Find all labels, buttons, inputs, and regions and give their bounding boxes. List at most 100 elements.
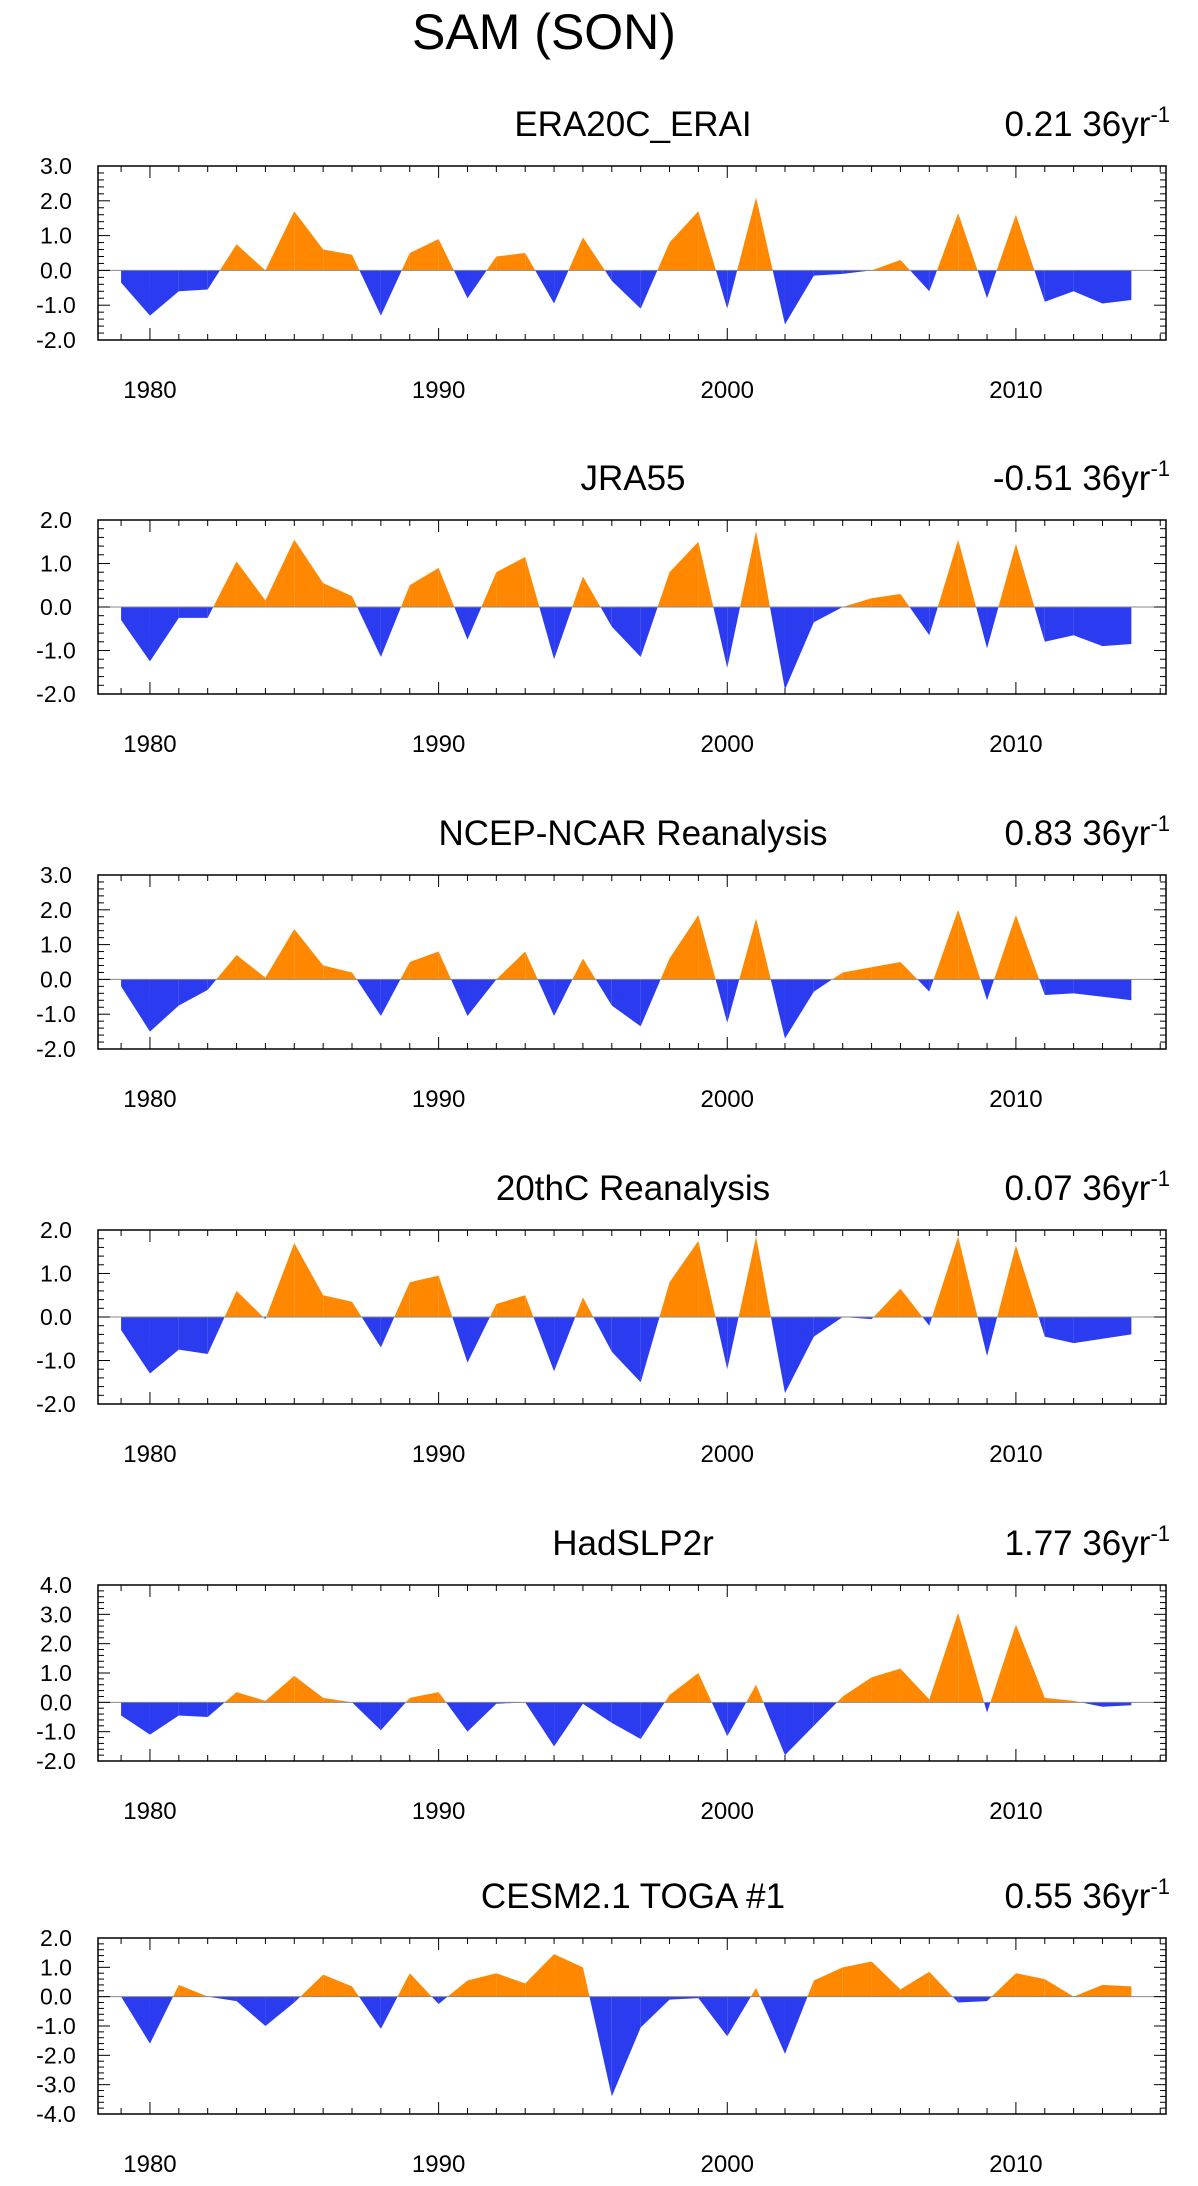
positive-anomaly-area bbox=[582, 237, 605, 271]
negative-anomaly-area bbox=[711, 1702, 728, 1737]
negative-anomaly-area bbox=[784, 607, 814, 690]
x-tick-label: 2000 bbox=[701, 731, 754, 758]
positive-anomaly-area bbox=[496, 556, 526, 607]
negative-anomaly-area bbox=[987, 1317, 998, 1357]
positive-anomaly-area bbox=[842, 598, 872, 607]
negative-anomaly-area bbox=[611, 979, 641, 1027]
positive-anomaly-area bbox=[698, 541, 714, 607]
trend-label: -0.51 36yr-1 bbox=[993, 456, 1170, 498]
negative-anomaly-area bbox=[784, 1317, 814, 1394]
y-tick-label: 1.0 bbox=[40, 551, 72, 577]
negative-anomaly-area bbox=[554, 1317, 576, 1372]
positive-anomaly-area bbox=[582, 958, 596, 980]
positive-anomaly-area bbox=[397, 1973, 410, 1997]
positive-anomaly-area bbox=[216, 955, 237, 980]
negative-anomaly-area bbox=[535, 270, 555, 304]
positive-anomaly-area bbox=[991, 1973, 1016, 1997]
positive-anomaly-area bbox=[657, 242, 670, 271]
y-tick-label: 2.0 bbox=[40, 188, 72, 214]
y-tick-label: -2.0 bbox=[36, 1036, 76, 1062]
trend-label: 0.83 36yr-1 bbox=[1005, 811, 1171, 853]
positive-anomaly-area bbox=[807, 1980, 814, 1997]
positive-anomaly-area bbox=[401, 253, 410, 271]
positive-anomaly-area bbox=[224, 1290, 237, 1317]
negative-anomaly-area bbox=[1102, 1702, 1132, 1707]
positive-anomaly-area bbox=[832, 972, 843, 980]
negative-anomaly-area bbox=[727, 1996, 751, 2037]
positive-anomaly-area bbox=[669, 1240, 699, 1317]
positive-anomaly-area bbox=[990, 1624, 1016, 1703]
negative-anomaly-area bbox=[452, 1317, 468, 1363]
negative-anomaly-area bbox=[438, 1996, 448, 2004]
positive-anomaly-area bbox=[871, 259, 901, 271]
negative-anomaly-area bbox=[980, 979, 988, 1001]
y-tick-label: 1.0 bbox=[40, 1660, 72, 1686]
negative-anomaly-area bbox=[871, 1317, 874, 1320]
positive-anomaly-area bbox=[525, 1954, 555, 1997]
positive-anomaly-area bbox=[323, 583, 353, 607]
negative-anomaly-area bbox=[178, 270, 208, 292]
positive-anomaly-area bbox=[660, 958, 670, 980]
negative-anomaly-area bbox=[984, 1702, 988, 1713]
positive-anomaly-area bbox=[352, 1986, 359, 1997]
positive-anomaly-area bbox=[1015, 1624, 1045, 1703]
negative-anomaly-area bbox=[1102, 270, 1132, 304]
negative-anomaly-area bbox=[207, 1702, 225, 1717]
negative-anomaly-area bbox=[178, 979, 208, 1006]
positive-anomaly-area bbox=[236, 1692, 266, 1703]
positive-anomaly-area bbox=[352, 254, 360, 271]
x-tick-label: 1990 bbox=[412, 731, 465, 758]
positive-anomaly-area bbox=[294, 211, 324, 271]
positive-anomaly-area bbox=[236, 1290, 264, 1317]
negative-anomaly-area bbox=[380, 979, 401, 1016]
negative-anomaly-area bbox=[453, 270, 468, 299]
negative-anomaly-area bbox=[600, 607, 612, 627]
negative-anomaly-area bbox=[772, 270, 785, 325]
negative-anomaly-area bbox=[952, 1996, 959, 2003]
negative-anomaly-area bbox=[987, 1702, 991, 1713]
negative-anomaly-area bbox=[769, 607, 785, 690]
negative-anomaly-area bbox=[1034, 607, 1045, 642]
positive-anomaly-area bbox=[265, 928, 295, 980]
positive-anomaly-area bbox=[1015, 1245, 1039, 1317]
positive-anomaly-area bbox=[575, 1297, 583, 1317]
negative-anomaly-area bbox=[640, 979, 661, 1027]
negative-anomaly-area bbox=[539, 607, 555, 660]
negative-anomaly-area bbox=[467, 1702, 497, 1732]
negative-anomaly-area bbox=[987, 607, 999, 649]
positive-anomaly-area bbox=[265, 539, 295, 607]
negative-anomaly-area bbox=[178, 1702, 208, 1717]
negative-anomaly-area bbox=[611, 1702, 641, 1739]
positive-anomaly-area bbox=[323, 1697, 353, 1703]
positive-anomaly-area bbox=[997, 1245, 1016, 1317]
panel-title: HadSLP2r bbox=[552, 1524, 714, 1563]
negative-anomaly-area bbox=[380, 1317, 395, 1348]
positive-anomaly-area bbox=[496, 253, 526, 271]
negative-anomaly-area bbox=[640, 607, 658, 658]
negative-anomaly-area bbox=[929, 270, 938, 292]
negative-anomaly-area bbox=[554, 607, 573, 660]
y-tick-label: -2.0 bbox=[36, 2042, 76, 2068]
positive-anomaly-area bbox=[438, 567, 455, 607]
plot-frame bbox=[97, 874, 1167, 1050]
y-tick-label: 3.0 bbox=[40, 153, 72, 179]
positive-anomaly-area bbox=[236, 561, 266, 607]
y-tick-label: 2.0 bbox=[40, 1925, 72, 1951]
negative-anomaly-area bbox=[356, 979, 381, 1016]
positive-anomaly-area bbox=[937, 539, 959, 607]
positive-anomaly-area bbox=[486, 256, 497, 271]
positive-anomaly-area bbox=[739, 918, 757, 980]
negative-anomaly-area bbox=[294, 1996, 301, 2003]
x-tick-label: 2000 bbox=[701, 377, 754, 404]
negative-anomaly-area bbox=[909, 607, 930, 636]
positive-anomaly-area bbox=[582, 1297, 594, 1317]
negative-anomaly-area bbox=[265, 1317, 267, 1320]
negative-anomaly-area bbox=[1080, 1702, 1103, 1707]
y-tick-label: 0.0 bbox=[40, 257, 72, 283]
x-tick-label: 1990 bbox=[412, 1441, 465, 1468]
negative-anomaly-area bbox=[929, 979, 934, 992]
y-tick-label: 2.0 bbox=[40, 507, 72, 533]
negative-anomaly-area bbox=[359, 270, 381, 316]
y-tick-label: -1.0 bbox=[36, 292, 76, 318]
negative-anomaly-area bbox=[1102, 1317, 1132, 1339]
